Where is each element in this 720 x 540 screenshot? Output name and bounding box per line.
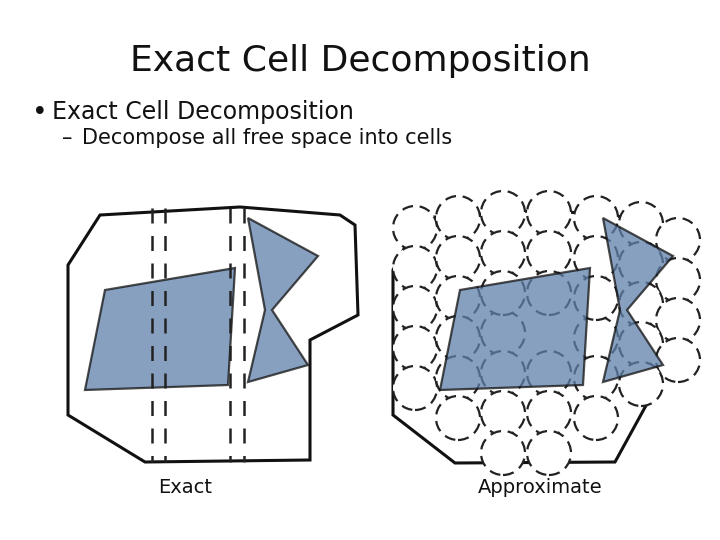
Circle shape — [656, 338, 700, 382]
Circle shape — [527, 271, 571, 315]
Text: Approximate: Approximate — [477, 478, 603, 497]
Circle shape — [574, 276, 618, 320]
Circle shape — [574, 236, 618, 280]
Circle shape — [393, 206, 437, 250]
Polygon shape — [603, 218, 673, 382]
Text: –: – — [62, 128, 73, 148]
Polygon shape — [248, 218, 318, 382]
Circle shape — [436, 236, 480, 280]
Circle shape — [574, 356, 618, 400]
Circle shape — [619, 362, 663, 406]
Circle shape — [436, 196, 480, 240]
Circle shape — [527, 431, 571, 475]
Circle shape — [527, 191, 571, 235]
Circle shape — [481, 191, 525, 235]
Circle shape — [574, 316, 618, 360]
Circle shape — [619, 322, 663, 366]
Circle shape — [393, 326, 437, 370]
Circle shape — [481, 231, 525, 275]
Circle shape — [527, 351, 571, 395]
Circle shape — [436, 356, 480, 400]
Circle shape — [656, 218, 700, 262]
Polygon shape — [85, 268, 235, 390]
Circle shape — [393, 286, 437, 330]
Text: Exact Cell Decomposition: Exact Cell Decomposition — [130, 44, 590, 78]
Circle shape — [481, 391, 525, 435]
Polygon shape — [440, 268, 590, 390]
Circle shape — [527, 391, 571, 435]
Circle shape — [619, 202, 663, 246]
Circle shape — [574, 196, 618, 240]
Circle shape — [656, 298, 700, 342]
Circle shape — [436, 276, 480, 320]
Circle shape — [619, 282, 663, 326]
Circle shape — [393, 366, 437, 410]
Circle shape — [481, 431, 525, 475]
Circle shape — [481, 311, 525, 355]
Text: Decompose all free space into cells: Decompose all free space into cells — [82, 128, 452, 148]
Circle shape — [481, 351, 525, 395]
Circle shape — [527, 231, 571, 275]
Circle shape — [481, 271, 525, 315]
Circle shape — [619, 242, 663, 286]
Circle shape — [436, 396, 480, 440]
Circle shape — [436, 316, 480, 360]
Text: •: • — [32, 100, 48, 126]
Circle shape — [393, 246, 437, 290]
Circle shape — [656, 258, 700, 302]
Circle shape — [574, 396, 618, 440]
Text: Exact: Exact — [158, 478, 212, 497]
Text: Exact Cell Decomposition: Exact Cell Decomposition — [52, 100, 354, 124]
